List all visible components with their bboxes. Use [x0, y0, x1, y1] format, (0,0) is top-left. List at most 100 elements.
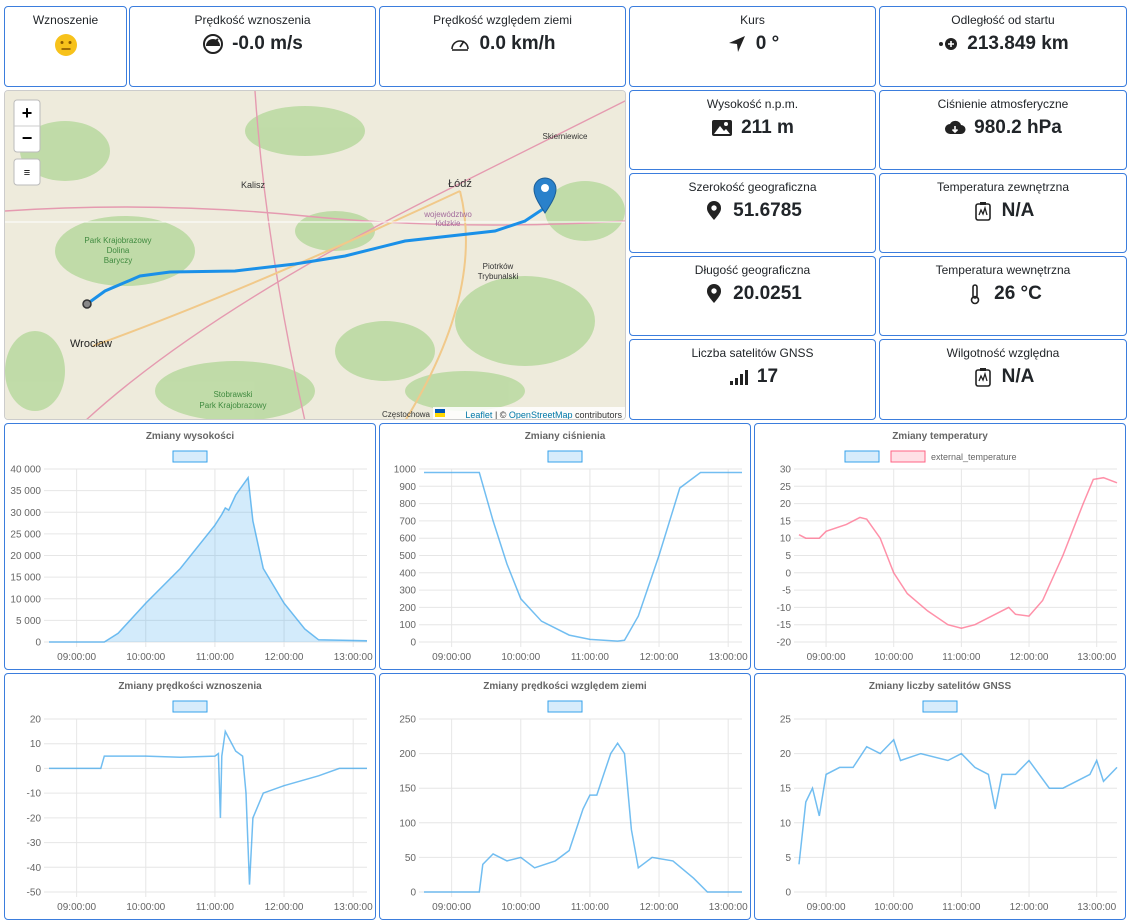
tile-value: 211 m	[741, 117, 794, 138]
attribution-osm[interactable]: OpenStreetMap	[509, 410, 573, 420]
chart-panel: Zmiany prędkości względem ziemi 0 50 100 150…	[379, 673, 751, 920]
tile-icon	[728, 36, 745, 52]
tile: Kurs 0 °	[629, 6, 876, 87]
x-tick-label: 10:00:00	[126, 902, 165, 913]
tile-value-row: N/A	[880, 200, 1126, 222]
chart-panel: Zmiany liczby satelitów GNSS 0 5 10 15 20 25 09…	[754, 673, 1126, 920]
y-tick-label: 700	[399, 516, 416, 527]
tile-icon	[970, 284, 980, 305]
tile-icon	[712, 120, 733, 136]
y-tick-label: -15	[777, 620, 792, 631]
x-tick-label: 13:00:00	[334, 652, 373, 663]
y-tick-label: 150	[399, 784, 416, 795]
y-tick-label: 600	[399, 534, 416, 545]
attribution-rest: contributors	[572, 410, 622, 420]
map-label: Park Krajobrazowy	[199, 401, 266, 410]
y-tick-label: -40	[27, 863, 42, 874]
x-tick-label: 12:00:00	[265, 652, 304, 663]
map-label: województwo	[423, 210, 472, 219]
legend-swatch	[172, 700, 208, 713]
y-tick-label: 30	[780, 465, 792, 476]
chart-title: Zmiany wysokości	[146, 431, 235, 442]
chart-panel: Zmiany ciśnienia 0 100 200 300 400 500 600 700 80…	[379, 423, 751, 670]
map-label: Łódź	[448, 178, 472, 190]
y-tick-label: 25	[780, 715, 792, 726]
y-tick-label: 200	[399, 603, 416, 614]
legend-swatch	[922, 700, 958, 713]
tile: Odległość od startu 213.849 km	[879, 6, 1127, 87]
line	[49, 729, 367, 885]
map: Skierniewice Kalisz Łódź województwo łódzkie…	[4, 90, 626, 420]
x-tick-label: 13:00:00	[709, 652, 748, 663]
y-tick-label: 15	[780, 516, 792, 527]
line	[798, 738, 1118, 865]
chart-panel: Zmiany wysokości 0 5 000 10 000 15 000 20 000…	[4, 423, 376, 670]
y-tick-label: 10 000	[10, 594, 41, 605]
tile-label: Wilgotność względna	[946, 346, 1060, 360]
map-label: Częstochowa	[382, 410, 431, 419]
tile-value-row: 0 °	[630, 33, 875, 55]
y-tick-label: 0	[410, 888, 416, 899]
y-tick-label: 5	[785, 853, 791, 864]
y-tick-label: -20	[27, 813, 42, 824]
x-tick-label: 12:00:00	[1010, 652, 1049, 663]
tile-value-row: 211 m	[630, 117, 875, 139]
tile-icon	[974, 368, 991, 387]
attribution-sep: | ©	[492, 410, 508, 420]
y-tick-label: 10	[780, 818, 792, 829]
legend-swatch	[172, 450, 208, 463]
chart: Zmiany ciśnienia 0 100 200 300 400 500 600 700 80…	[394, 431, 748, 663]
y-tick-label: 10	[30, 739, 42, 750]
tile-label: Temperatura wewnętrzna	[935, 263, 1071, 277]
attribution-leaflet[interactable]: Leaflet	[465, 410, 493, 420]
y-tick-label: 20 000	[10, 551, 41, 562]
chart-title: Zmiany ciśnienia	[525, 431, 606, 442]
layers-button[interactable]: ≡	[24, 167, 30, 179]
x-tick-label: 11:00:00	[942, 652, 981, 663]
line	[798, 476, 1118, 629]
tile-value-row: 26 °C	[880, 283, 1126, 305]
tile-label: Wysokość n.p.m.	[706, 97, 799, 111]
y-tick-label: 200	[399, 749, 416, 760]
tile-value-row: 20.0251	[630, 283, 875, 305]
tile-value-row: 0.0 km/h	[380, 33, 625, 55]
flag-icon	[435, 409, 445, 413]
tile-value-row	[5, 33, 126, 57]
legend-label: external_temperature	[931, 452, 1017, 462]
x-tick-label: 12:00:00	[640, 902, 679, 913]
map-label: Skierniewice	[543, 132, 588, 141]
x-tick-label: 09:00:00	[807, 652, 846, 663]
chart: Zmiany temperatury external_temperature -2…	[777, 431, 1118, 663]
y-tick-label: 400	[399, 568, 416, 579]
zoom-in[interactable]: +	[22, 103, 33, 123]
x-tick-label: 10:00:00	[874, 652, 913, 663]
y-tick-label: 0	[410, 638, 416, 649]
chart: Zmiany prędkości względem ziemi 0 50 100 150…	[399, 681, 748, 913]
x-tick-label: 09:00:00	[432, 902, 471, 913]
legend-swatch	[844, 450, 880, 463]
x-tick-label: 13:00:00	[709, 902, 748, 913]
tile-value: 17	[756, 366, 779, 387]
tile-icon	[451, 40, 470, 51]
chart: Zmiany liczby satelitów GNSS 0 5 10 15 20 25 09…	[780, 681, 1118, 913]
y-tick-label: 10	[780, 534, 792, 545]
tile-icon	[939, 38, 958, 50]
map-label: Kalisz	[241, 180, 266, 190]
map-label: Trybunalski	[478, 272, 519, 281]
y-tick-label: -20	[777, 638, 792, 649]
tile-label: Temperatura zewnętrzna	[936, 180, 1070, 194]
chart-title: Zmiany prędkości względem ziemi	[483, 681, 647, 692]
chart: Zmiany wysokości 0 5 000 10 000 15 000 20 000…	[10, 431, 373, 663]
x-tick-label: 12:00:00	[640, 652, 679, 663]
y-tick-label: 300	[399, 586, 416, 597]
tile-value: 980.2 hPa	[974, 117, 1062, 138]
x-tick-label: 11:00:00	[196, 902, 235, 913]
tile-value: -0.0 m/s	[232, 33, 303, 54]
y-tick-label: 800	[399, 499, 416, 510]
zoom-out[interactable]: −	[22, 128, 33, 148]
tile-icon	[203, 34, 224, 54]
tile-icon	[707, 284, 722, 303]
y-tick-label: 1000	[394, 465, 417, 476]
y-tick-label: 500	[399, 551, 416, 562]
tile-value-row: N/A	[880, 366, 1126, 388]
